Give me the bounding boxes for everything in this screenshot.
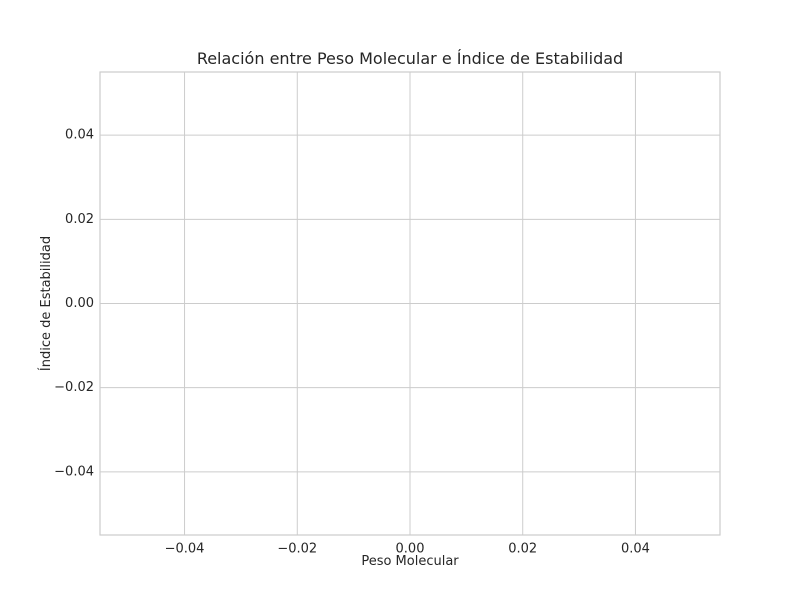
plot-area-frame <box>99 71 721 536</box>
x-tick-label: −0.02 <box>277 542 317 557</box>
x-tick-label: −0.04 <box>165 542 205 557</box>
x-tick-label: 0.02 <box>508 542 537 557</box>
tick-labels: −0.04 −0.02 0.00 0.02 0.04 −0.04 −0.02 0.00 0.02… <box>54 128 650 557</box>
grid-lines <box>100 72 720 535</box>
chart-title: Relación entre Peso Molecular e Índice d… <box>197 49 623 68</box>
x-tick-label: 0.00 <box>396 542 425 557</box>
y-tick-label: 0.02 <box>65 212 94 227</box>
x-axis-label: Peso Molecular <box>361 554 459 569</box>
y-tick-label: −0.02 <box>54 380 94 395</box>
x-tick-label: 0.04 <box>621 542 650 557</box>
y-tick-label: −0.04 <box>54 464 94 479</box>
y-tick-label: 0.00 <box>65 296 94 311</box>
y-axis-label: Índice de Estabilidad <box>38 236 54 371</box>
y-tick-label: 0.04 <box>65 128 94 143</box>
